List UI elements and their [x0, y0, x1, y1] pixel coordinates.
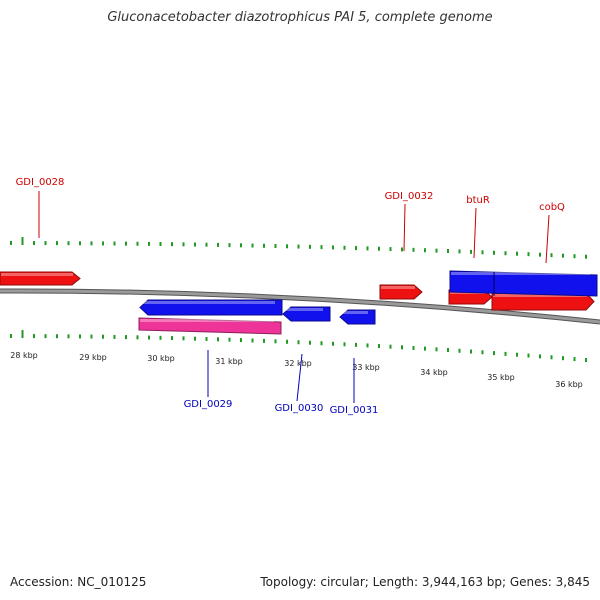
gene-arrow[interactable] [139, 299, 283, 316]
gene-arrow-highlight [141, 301, 275, 304]
ruler-label: 32 kbp [284, 359, 312, 368]
gene-arrow-highlight [493, 294, 587, 297]
accession-label: Accession: NC_010125 [10, 575, 147, 589]
gene-arrow-highlight [284, 308, 323, 311]
gene-arrow-highlight [381, 286, 415, 289]
gene-arrow-highlight [1, 273, 73, 276]
gene-labels: GDI_0028 GDI_0029 GDI_0030 GDI_0031 GDI_0032… [16, 177, 565, 416]
gene-arrow-gdi_0032[interactable] [379, 284, 423, 300]
gene-label-btur[interactable]: btuR [466, 195, 490, 206]
label-leader-line [545, 214, 550, 264]
ruler-label: 30 kbp [147, 354, 175, 363]
gene-arrow-gdi_0028[interactable] [0, 271, 81, 286]
gene-label-gdi_0031[interactable]: GDI_0031 [330, 405, 379, 416]
gene-label-gdi_0030[interactable]: GDI_0030 [275, 403, 324, 414]
label-leader-line [403, 203, 406, 252]
gene-arrow-gdi_0030[interactable] [282, 306, 331, 322]
gene-arrow-highlight [451, 272, 590, 275]
ruler-label: 33 kbp [352, 363, 380, 372]
gene-features [0, 270, 598, 335]
ruler-label: 28 kbp [10, 351, 38, 360]
top-tick-track [10, 237, 587, 259]
page-title: Gluconacetobacter diazotrophicus PAI 5, … [107, 10, 493, 25]
ruler-labels: 28 kbp 29 kbp 30 kbp 31 kbp 32 kbp 33 kbp 34 k… [10, 351, 583, 389]
gene-label-gdi_0029[interactable]: GDI_0029 [184, 399, 233, 410]
ruler-label: 29 kbp [79, 353, 107, 362]
gene-label-cobq[interactable]: cobQ [539, 202, 565, 213]
bottom-tick-track [10, 330, 587, 363]
genome-backbone [0, 288, 600, 325]
ruler-label: 31 kbp [215, 357, 243, 366]
ruler-label: 34 kbp [420, 368, 448, 377]
ruler-label: 35 kbp [487, 373, 515, 382]
gene-label-gdi_0032[interactable]: GDI_0032 [385, 191, 434, 202]
gene-arrow-gdi_0029[interactable] [138, 317, 282, 335]
gene-arrow-highlight [341, 311, 368, 314]
genome-summary: Topology: circular; Length: 3,944,163 bp… [260, 575, 590, 589]
label-leader-line [296, 353, 303, 402]
gene-arrow[interactable] [449, 270, 598, 297]
ruler-label: 36 kbp [555, 380, 583, 389]
gene-label-gdi_0028[interactable]: GDI_0028 [16, 177, 65, 188]
label-leader-line [473, 207, 477, 259]
gene-arrow-gdi_0031[interactable] [339, 309, 376, 325]
gene-arrow-highlight [140, 319, 274, 322]
